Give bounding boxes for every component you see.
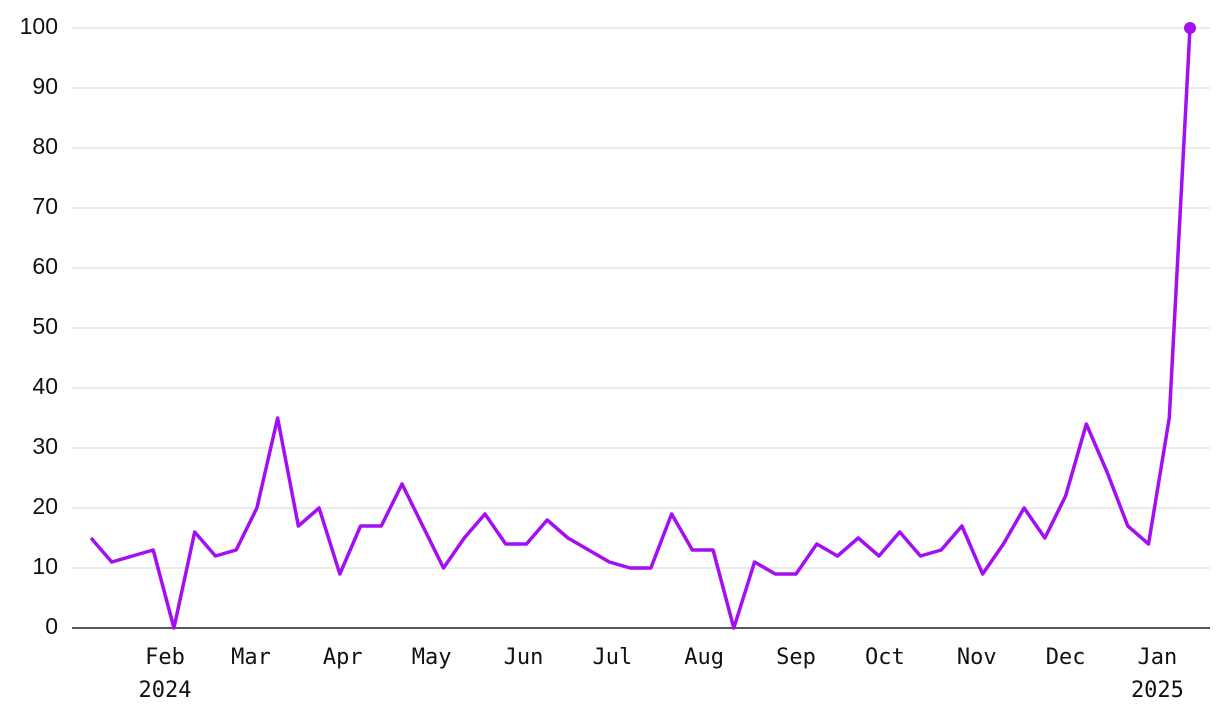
- y-tick-label: 90: [32, 73, 58, 99]
- end-marker: [1184, 22, 1197, 34]
- x-tick-label: Nov: [957, 645, 997, 670]
- x-tick-label: Feb: [145, 645, 185, 670]
- line: [89, 27, 1192, 630]
- x-tick-label: Sep: [776, 645, 816, 670]
- x-tick-label: Aug: [684, 645, 724, 670]
- y-tick-label: 20: [32, 493, 58, 519]
- y-tick-label: 100: [20, 13, 58, 39]
- y-tick-label: 40: [32, 373, 58, 399]
- x-tick-label: Apr: [323, 645, 363, 670]
- x-tick-label: May: [412, 645, 452, 670]
- x-tick-label: Jun: [504, 645, 544, 670]
- x-tick-label: Dec: [1046, 645, 1086, 670]
- y-tick-label: 70: [32, 193, 58, 219]
- x-year-label: 2025: [1131, 678, 1184, 703]
- y-tick-label: 0: [45, 613, 58, 639]
- x-tick-label: Oct: [865, 645, 905, 670]
- x-year-label: 2024: [139, 678, 192, 703]
- y-tick-label: 80: [32, 133, 58, 159]
- y-tick-label: 60: [32, 253, 58, 279]
- y-tick-label: 50: [32, 313, 58, 339]
- x-tick-label: Mar: [231, 645, 271, 670]
- y-tick-label: 30: [32, 433, 58, 459]
- x-tick-label: Jan: [1138, 645, 1178, 670]
- x-tick-label: Jul: [592, 645, 632, 670]
- y-tick-label: 10: [32, 553, 58, 579]
